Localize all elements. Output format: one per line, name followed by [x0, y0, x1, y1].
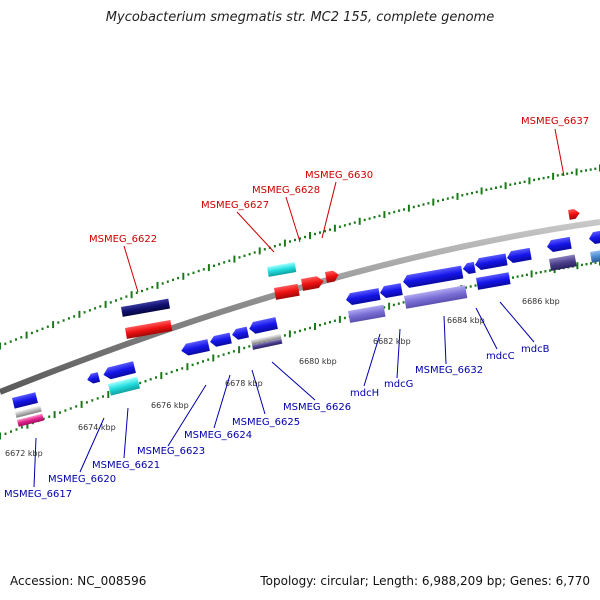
gene-msmeg-6624[interactable]: [209, 332, 232, 348]
genome-backbone: [0, 219, 600, 395]
label-msmeg-6637[interactable]: MSMEG_6637: [521, 116, 589, 127]
gene-msmeg-6617-pink[interactable]: [17, 413, 44, 427]
gene-mdcg[interactable]: [379, 283, 403, 299]
label-mdch[interactable]: mdcH: [350, 388, 379, 399]
scale-label-6672: 6672 kbp: [5, 449, 43, 458]
label-msmeg-6630[interactable]: MSMEG_6630: [305, 170, 373, 181]
gene-msmeg-6620-small[interactable]: [86, 372, 101, 385]
label-msmeg-6620[interactable]: MSMEG_6620: [48, 474, 116, 485]
gene-mdcc-lower[interactable]: [476, 272, 511, 290]
genome-summary-text: Topology: circular; Length: 6,988,209 bp…: [260, 574, 590, 588]
gene-msmeg-6637[interactable]: [568, 208, 581, 220]
accession-text: Accession: NC_008596: [10, 574, 147, 588]
label-msmeg-6622[interactable]: MSMEG_6622: [89, 234, 157, 245]
scale-label-6678: 6678 kbp: [225, 379, 263, 388]
gene-msmeg-6620[interactable]: [102, 361, 136, 380]
gene-msmeg-6627[interactable]: [267, 262, 297, 277]
gene-msmeg-6632-lav[interactable]: [404, 285, 468, 309]
gene-mdca[interactable]: [546, 236, 572, 253]
label-mdcc[interactable]: mdcC: [486, 351, 515, 362]
gene-mdcc[interactable]: [474, 253, 508, 270]
gene-msmeg-6625[interactable]: [231, 326, 249, 341]
gene-msmeg-6630[interactable]: [325, 270, 340, 283]
map-title: Mycobacterium smegmatis str. MC2 155, co…: [105, 10, 495, 25]
gene-mdcc-small[interactable]: [462, 261, 476, 275]
gene-mdcb[interactable]: [506, 247, 532, 264]
gene-edge-blue[interactable]: [588, 230, 600, 245]
gene-labels-bottom: MSMEG_6617 MSMEG_6620 MSMEG_6621 MSMEG_6…: [4, 344, 550, 500]
gene-edge-steel[interactable]: [590, 249, 600, 263]
gene-msmeg-6623[interactable]: [180, 339, 210, 357]
scale-labels: 6672 kbp 6674 kbp 6676 kbp 6678 kbp 6680…: [5, 297, 560, 458]
genes-upper: [121, 208, 581, 339]
gene-msmeg-6622[interactable]: [121, 298, 171, 317]
gene-mdca-slate[interactable]: [549, 254, 577, 271]
gene-mdch-lav[interactable]: [348, 304, 386, 323]
scale-label-6684: 6684 kbp: [447, 316, 485, 325]
gene-msmeg-6622-red[interactable]: [125, 320, 173, 339]
label-msmeg-6623[interactable]: MSMEG_6623: [137, 446, 205, 457]
gene-msmeg-6626-navy[interactable]: [252, 338, 283, 350]
label-msmeg-6628[interactable]: MSMEG_6628: [252, 185, 320, 196]
outer-tick-track: [0, 164, 600, 350]
gene-msmeg-6617-grey[interactable]: [15, 405, 42, 418]
scale-label-6680: 6680 kbp: [299, 357, 337, 366]
genes-lower: [12, 230, 600, 427]
scale-label-6674: 6674 kbp: [78, 423, 116, 432]
label-msmeg-6625[interactable]: MSMEG_6625: [232, 417, 300, 428]
label-mdcb[interactable]: mdcB: [521, 344, 550, 355]
gene-msmeg-6626[interactable]: [248, 317, 278, 335]
gene-msmeg-6629[interactable]: [301, 275, 325, 291]
gene-mdch[interactable]: [345, 288, 381, 306]
label-msmeg-6632[interactable]: MSMEG_6632: [415, 365, 483, 376]
scale-label-6682: 6682 kbp: [373, 337, 411, 346]
label-msmeg-6621[interactable]: MSMEG_6621: [92, 460, 160, 471]
leader-lines-bottom: [33, 301, 535, 488]
label-msmeg-6624[interactable]: MSMEG_6624: [184, 430, 252, 441]
gene-labels-top: MSMEG_6622 MSMEG_6627 MSMEG_6628 MSMEG_6…: [89, 116, 589, 245]
gene-msmeg-6632[interactable]: [402, 265, 464, 289]
leader-lines-top: [123, 128, 565, 293]
label-msmeg-6627[interactable]: MSMEG_6627: [201, 200, 269, 211]
label-mdcg[interactable]: mdcG: [384, 379, 413, 390]
gene-msmeg-6617[interactable]: [12, 392, 38, 409]
gene-msmeg-6628[interactable]: [274, 283, 300, 300]
scale-label-6686: 6686 kbp: [522, 297, 560, 306]
label-msmeg-6617[interactable]: MSMEG_6617: [4, 489, 72, 500]
gene-msmeg-6626-grey[interactable]: [251, 333, 282, 345]
label-msmeg-6626[interactable]: MSMEG_6626: [283, 402, 351, 413]
scale-label-6676: 6676 kbp: [151, 401, 189, 410]
gene-msmeg-6621[interactable]: [108, 376, 141, 396]
